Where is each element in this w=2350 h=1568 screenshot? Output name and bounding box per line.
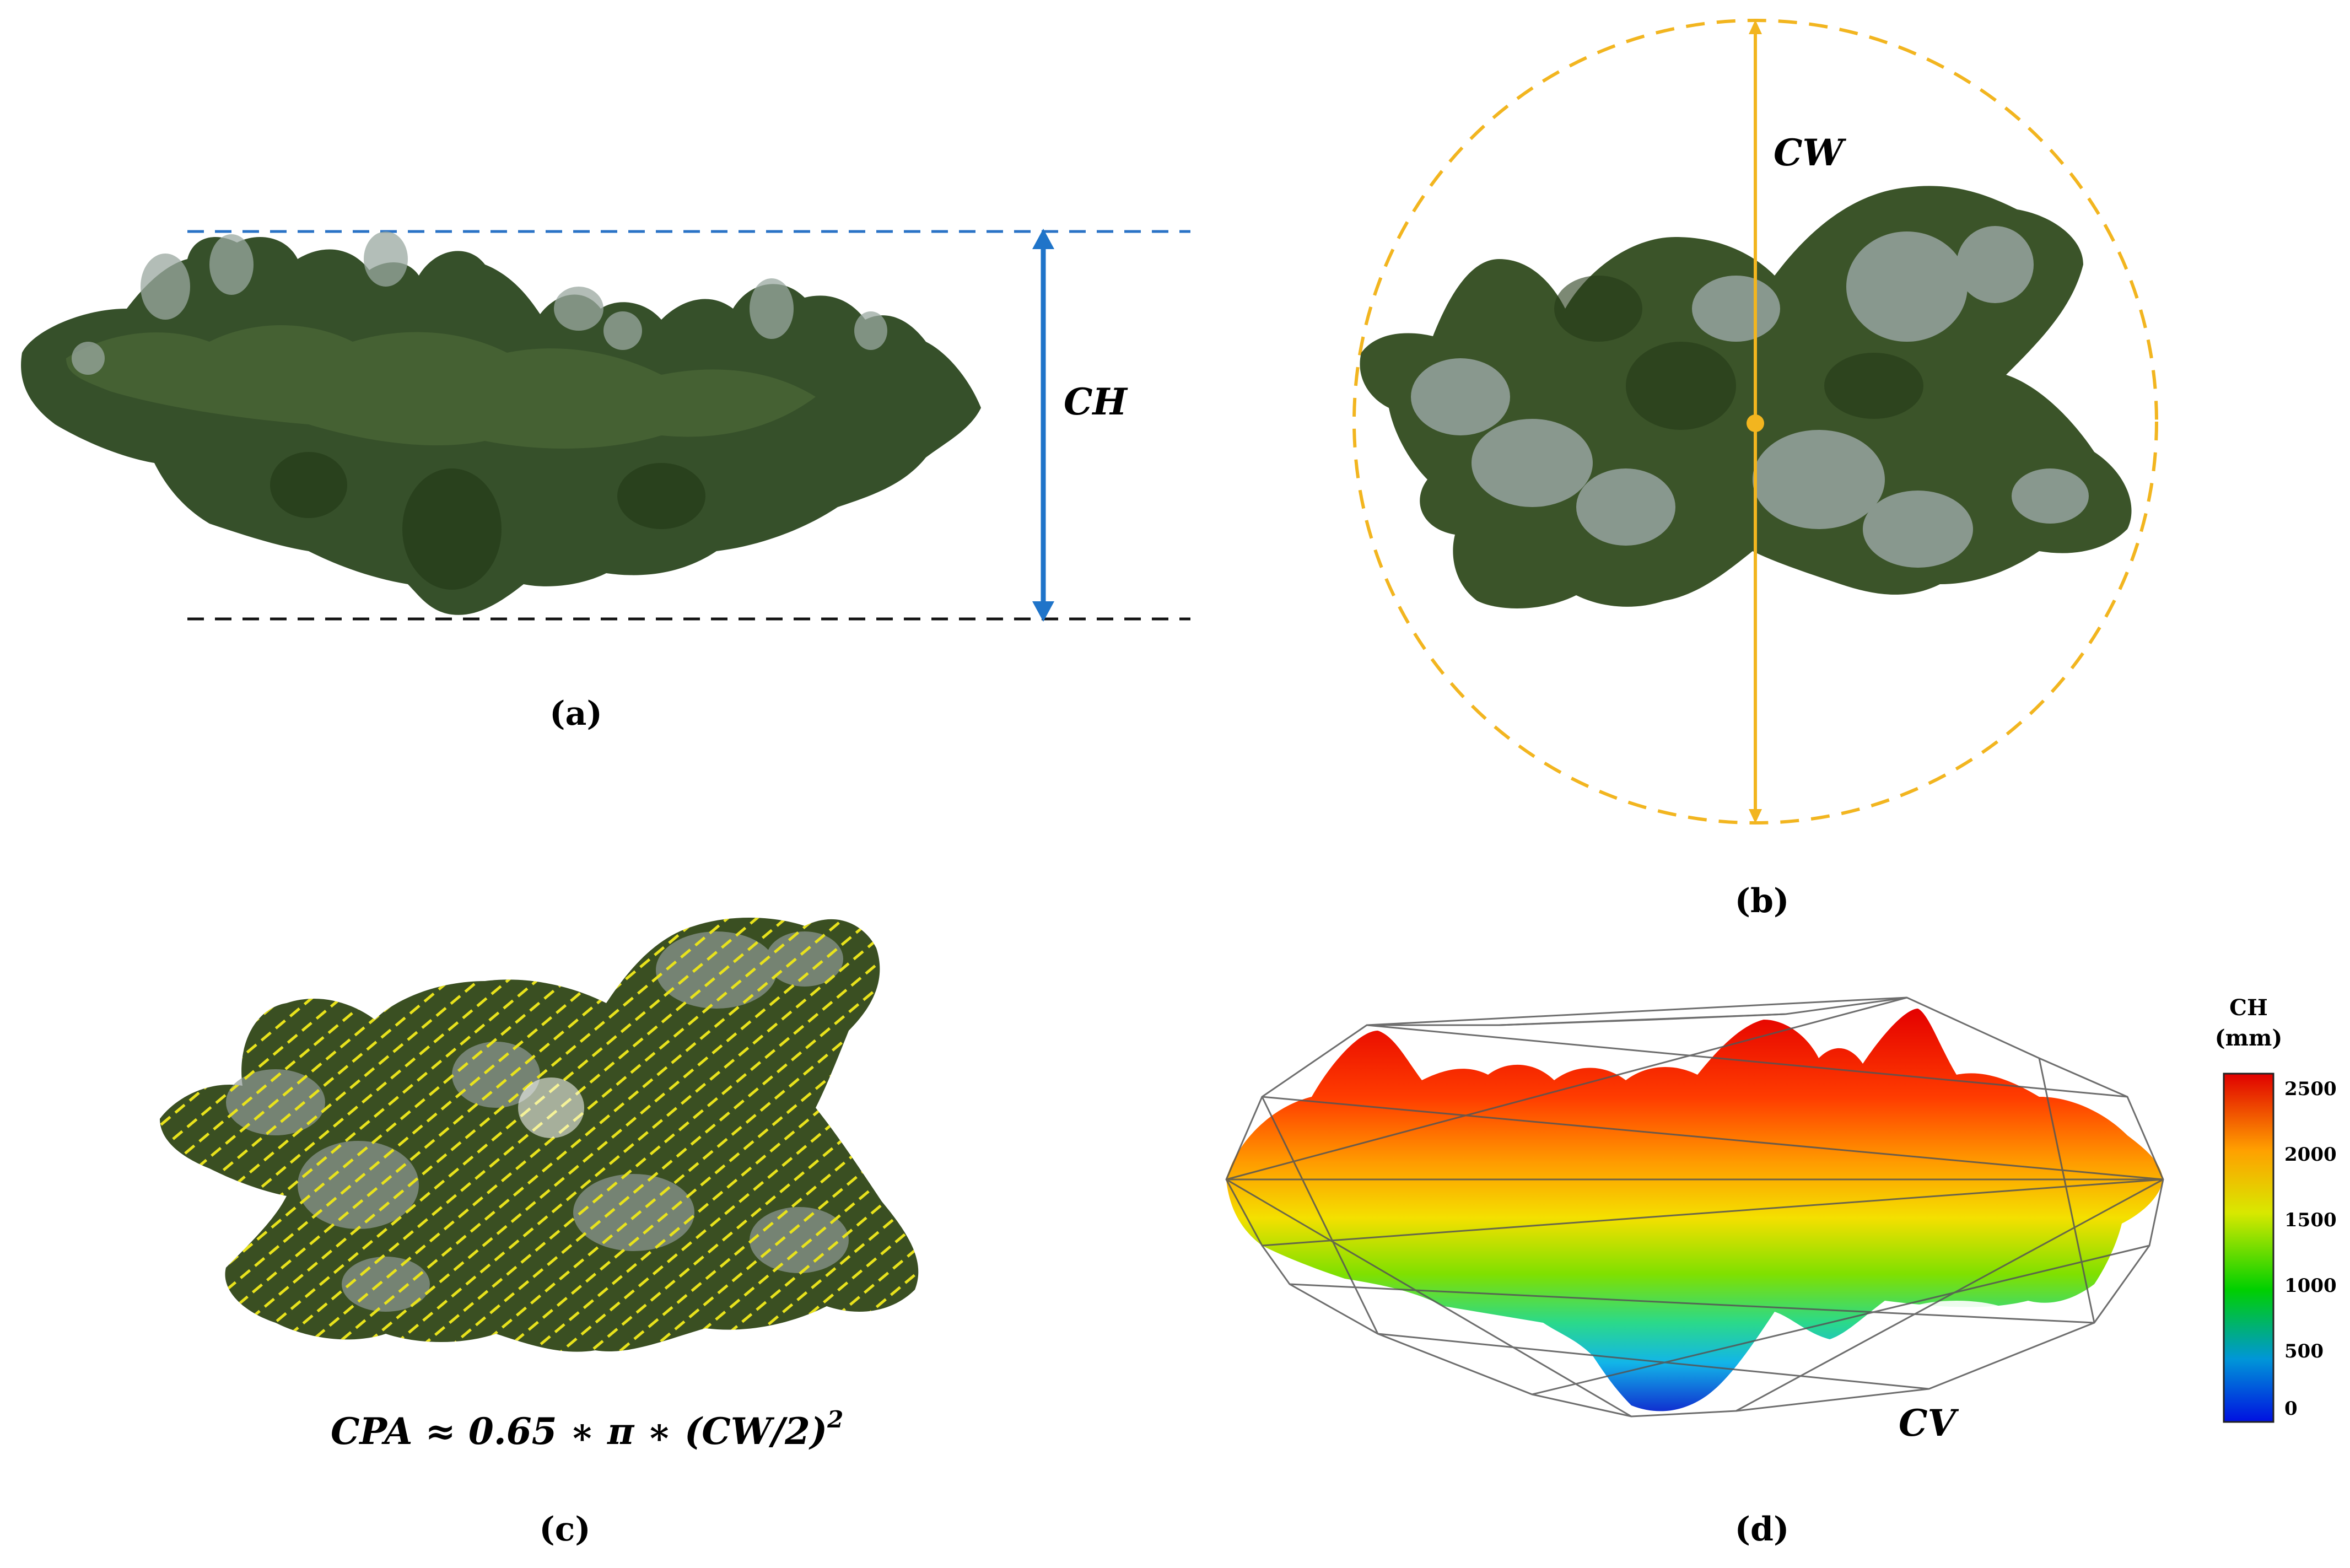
convex-hull-mesh	[1225, 996, 2164, 1418]
tree-side-view	[21, 231, 981, 615]
cw-label: CW	[1774, 131, 1847, 174]
ch-arrow	[1032, 229, 1054, 622]
caption-c: (c)	[539, 1510, 590, 1549]
ch-label: CH	[1064, 380, 1129, 423]
panel-a: CH (a)	[21, 229, 1190, 733]
colorbar-title-unit: (mm)	[2215, 1025, 2283, 1051]
cpa-formula: CPA ≈ 0.65 ∗ π ∗ (CW/2)2	[331, 1406, 843, 1453]
colorbar-gradient	[2223, 1073, 2274, 1423]
panel-c: CPA ≈ 0.65 ∗ π ∗ (CW/2)2 (c)	[160, 918, 919, 1549]
panel-b: CW (b)	[1352, 19, 2158, 920]
caption-b: (b)	[1735, 882, 1790, 920]
cw-line	[1747, 20, 1764, 823]
cpa-formula-main: CPA ≈ 0.65 ∗ π ∗ (CW/2)	[331, 1410, 827, 1453]
colorbar-tick: 1000	[2284, 1275, 2337, 1297]
colorbar-tick: 1500	[2284, 1209, 2337, 1231]
caption-a: (a)	[549, 694, 602, 733]
cv-label: CV	[1899, 1402, 1959, 1445]
tree-hatched-view	[160, 918, 919, 1352]
colorbar-ticks: 2500 2000 1500 1000 500 0	[2284, 1078, 2337, 1420]
height-colorbar: CH (mm) 2500 2000 1500 1000 500 0	[2215, 995, 2337, 1423]
center-dot	[1747, 414, 1764, 432]
colorbar-tick: 0	[2284, 1398, 2298, 1420]
colorbar-tick: 500	[2284, 1340, 2324, 1362]
caption-d: (d)	[1735, 1510, 1790, 1549]
cpa-formula-exponent: 2	[827, 1406, 843, 1433]
colorbar-tick: 2500	[2284, 1078, 2337, 1100]
colorbar-title-ch: CH	[2229, 995, 2268, 1021]
panel-d: CV (d) CH (mm) 2500 2000 1500 1000 500 0	[1225, 995, 2337, 1549]
colorbar-tick: 2000	[2284, 1144, 2337, 1166]
tree-top-view	[1360, 186, 2132, 608]
